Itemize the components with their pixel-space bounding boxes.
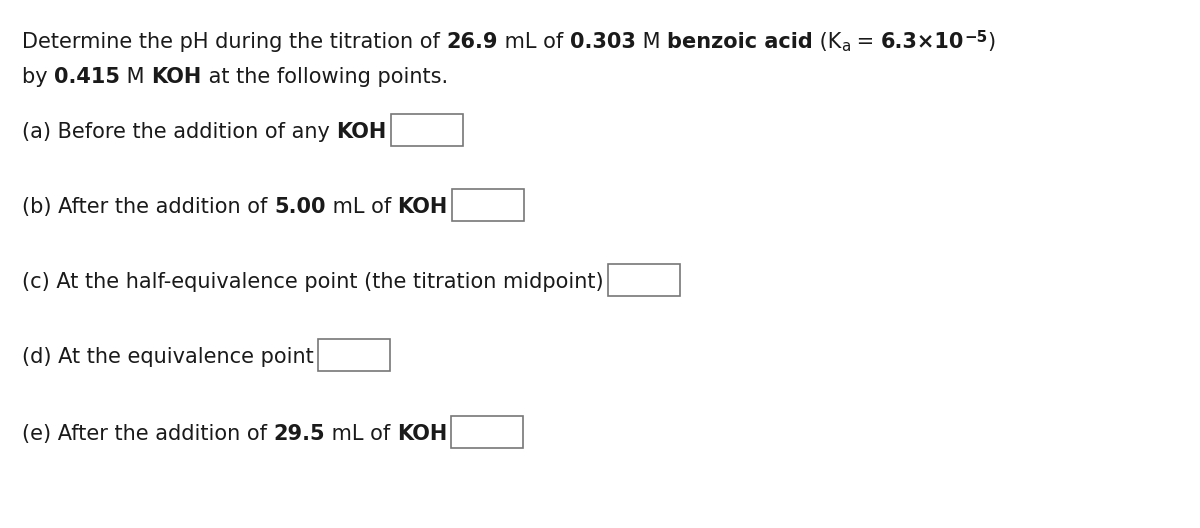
Text: 6.3×10: 6.3×10	[881, 32, 965, 52]
Text: 5.00: 5.00	[274, 197, 325, 217]
Text: mL of: mL of	[498, 32, 570, 52]
Text: 26.9: 26.9	[446, 32, 498, 52]
Text: (e) After the addition of: (e) After the addition of	[22, 424, 274, 444]
Text: KOH: KOH	[336, 122, 386, 142]
Text: KOH: KOH	[397, 424, 448, 444]
Text: a: a	[841, 39, 851, 54]
Text: (c) At the half-equivalence point (the titration midpoint): (c) At the half-equivalence point (the t…	[22, 272, 604, 292]
Text: M: M	[636, 32, 667, 52]
Text: mL of: mL of	[325, 197, 397, 217]
Text: 0.415: 0.415	[54, 67, 120, 87]
Text: (a) Before the addition of any: (a) Before the addition of any	[22, 122, 336, 142]
Text: benzoic acid: benzoic acid	[667, 32, 812, 52]
Text: Determine the pH during the titration of: Determine the pH during the titration of	[22, 32, 446, 52]
Text: 0.303: 0.303	[570, 32, 636, 52]
Text: 29.5: 29.5	[274, 424, 325, 444]
Text: −5: −5	[965, 30, 988, 45]
Text: M: M	[120, 67, 151, 87]
Text: (K: (K	[812, 32, 841, 52]
Text: (b) After the addition of: (b) After the addition of	[22, 197, 274, 217]
Text: =: =	[851, 32, 881, 52]
Text: KOH: KOH	[397, 197, 448, 217]
Text: KOH: KOH	[151, 67, 202, 87]
Text: at the following points.: at the following points.	[202, 67, 448, 87]
Text: ): )	[988, 32, 996, 52]
Text: by: by	[22, 67, 54, 87]
Text: (d) At the equivalence point: (d) At the equivalence point	[22, 347, 313, 367]
Text: mL of: mL of	[325, 424, 397, 444]
